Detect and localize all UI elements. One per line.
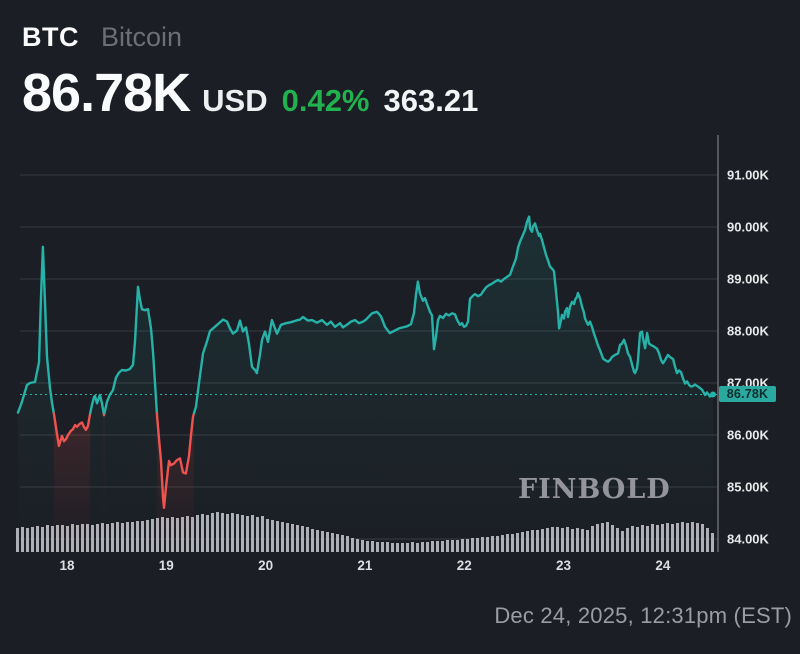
finbold-watermark: FINBOLD	[518, 474, 671, 505]
coin-name: Bitcoin	[101, 22, 183, 52]
area-fill	[156, 413, 194, 552]
y-axis-label: 90.00K	[727, 220, 770, 235]
price-line-up	[192, 215, 715, 415]
x-axis-label: 22	[457, 558, 472, 573]
x-axis-label: 23	[556, 558, 572, 573]
price-line-down	[52, 412, 92, 448]
last-price-dot	[710, 391, 716, 398]
x-axis-label: 21	[357, 558, 373, 573]
y-axis-label: 85.00K	[727, 480, 770, 495]
timestamp: Dec 24, 2025, 12:31pm (EST)	[494, 603, 792, 628]
y-axis-label: 84.00K	[727, 532, 770, 547]
area-fill	[104, 286, 157, 552]
area-fill	[90, 395, 104, 552]
current-price: 86.78K	[22, 63, 191, 123]
change-percent: 0.42%	[281, 83, 370, 118]
x-axis-label: 19	[159, 558, 174, 573]
y-axis-label: 88.00K	[727, 324, 770, 339]
x-axis-label: 18	[59, 558, 75, 573]
price-line-up	[88, 393, 105, 415]
change-absolute: 363.21	[383, 83, 479, 118]
x-axis-label: 24	[655, 558, 671, 573]
y-axis-label: 89.00K	[727, 272, 770, 287]
area-fill	[194, 216, 713, 552]
price-line-up	[16, 245, 55, 415]
x-axis-label: 20	[258, 558, 273, 573]
y-axis-label: 91.00K	[727, 168, 770, 183]
price-row: 86.78K USD 0.42% 363.21	[22, 66, 478, 120]
current-price-badge: 86.78K	[719, 386, 776, 403]
volume-bar	[16, 528, 19, 552]
area-fill	[103, 413, 105, 552]
y-axis-label: 86.00K	[727, 428, 770, 443]
price-line-down	[155, 412, 196, 509]
area-fill	[53, 413, 91, 552]
ticker-header: BTC Bitcoin	[22, 22, 182, 53]
price-line-up	[103, 285, 159, 415]
ticker-symbol: BTC	[22, 22, 79, 52]
currency-label: USD	[202, 83, 268, 118]
